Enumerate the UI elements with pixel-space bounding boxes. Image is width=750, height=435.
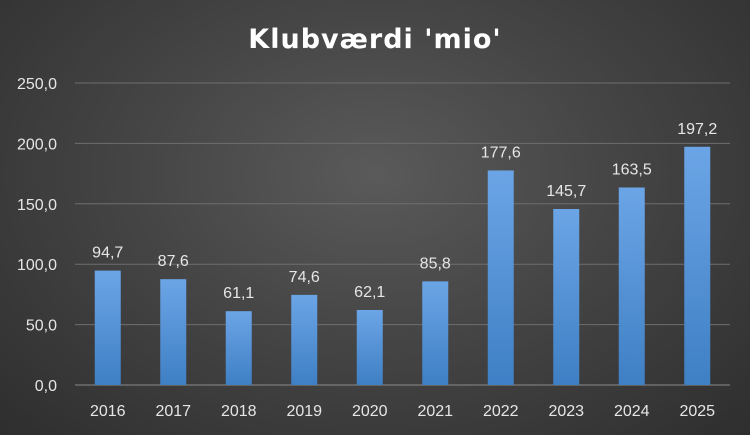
data-label: 74,6 xyxy=(289,269,320,286)
x-tick-label: 2022 xyxy=(483,403,519,420)
bar xyxy=(94,270,121,385)
x-axis-ticks: 2016 2017 2018 2019 2020 2021 2022 2023 2024 2025 xyxy=(90,403,715,420)
data-label: 163,5 xyxy=(612,161,652,178)
x-tick-label: 2017 xyxy=(155,403,191,420)
x-tick-label: 2023 xyxy=(548,403,584,420)
x-tick-label: 2016 xyxy=(90,403,126,420)
y-tick-label: 100,0 xyxy=(17,257,57,274)
bar xyxy=(487,170,514,385)
bar xyxy=(684,146,711,385)
y-tick-label: 200,0 xyxy=(17,136,57,153)
data-label: 61,1 xyxy=(223,285,254,302)
data-label: 197,2 xyxy=(677,121,717,138)
data-label: 87,6 xyxy=(158,253,189,270)
x-tick-label: 2021 xyxy=(417,403,453,420)
x-tick-label: 2020 xyxy=(352,403,388,420)
data-label: 177,6 xyxy=(481,144,521,161)
x-tick-label: 2018 xyxy=(221,403,257,420)
x-tick-label: 2025 xyxy=(679,403,715,420)
bar xyxy=(618,187,645,385)
x-tick-label: 2024 xyxy=(614,403,650,420)
chart-title: Klubværdi 'mio' xyxy=(248,24,501,55)
bars xyxy=(94,146,711,385)
data-label: 94,7 xyxy=(92,245,123,262)
x-tick-label: 2019 xyxy=(286,403,322,420)
bar xyxy=(356,309,383,385)
y-tick-label: 150,0 xyxy=(17,197,57,214)
data-label: 62,1 xyxy=(354,284,385,301)
data-label: 85,8 xyxy=(420,255,451,272)
bar xyxy=(422,281,449,385)
data-labels: 94,7 87,6 61,1 74,6 62,1 85,8 177,6 145,7 163,5 1… xyxy=(92,121,717,302)
bar xyxy=(160,279,187,385)
y-tick-label: 250,0 xyxy=(17,76,57,93)
bar xyxy=(291,294,318,385)
bar xyxy=(553,208,580,385)
bar xyxy=(225,311,252,385)
y-tick-label: 50,0 xyxy=(26,318,57,335)
y-axis-ticks: 0,0 50,0 100,0 150,0 200,0 250,0 xyxy=(17,76,57,395)
y-tick-label: 0,0 xyxy=(35,378,57,395)
data-label: 145,7 xyxy=(546,183,586,200)
